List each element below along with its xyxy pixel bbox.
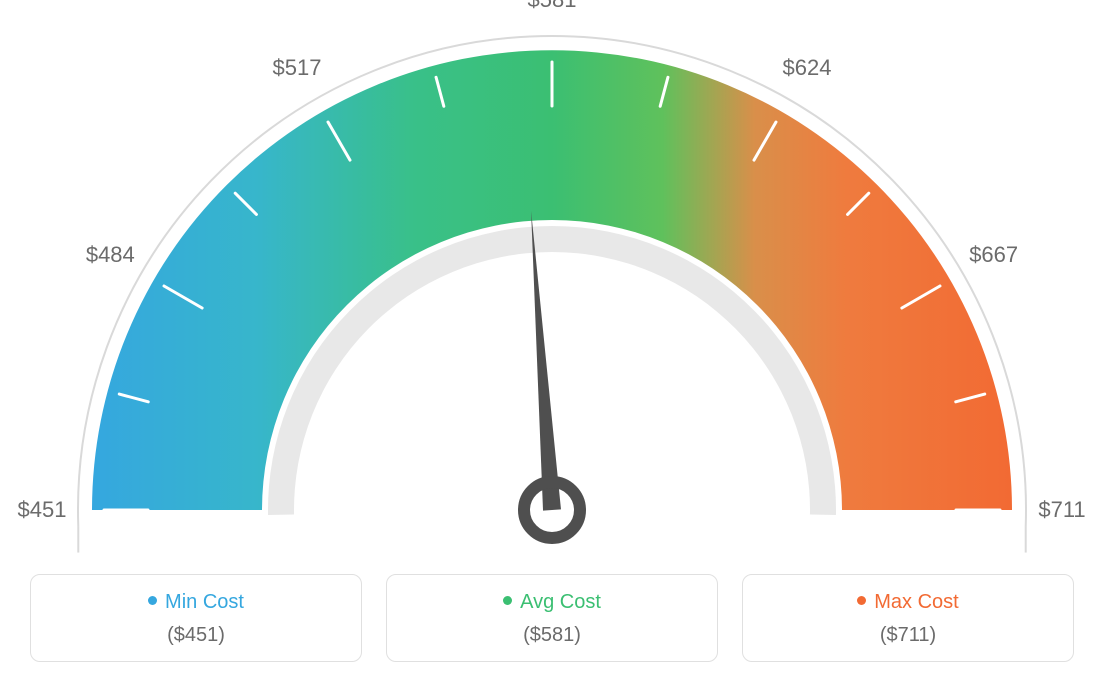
gauge-tick-label: $484 [86, 242, 135, 268]
gauge-area: $451 $484 $517 $581 $624 $667 $711 [0, 0, 1104, 560]
gauge-tick-label: $711 [1038, 497, 1085, 523]
gauge-tick-label: $624 [783, 55, 832, 81]
max-cost-card: Max Cost ($711) [742, 574, 1074, 662]
min-dot-icon [148, 596, 157, 605]
avg-dot-icon [503, 596, 512, 605]
gauge-tick-label: $517 [273, 55, 322, 81]
avg-cost-title: Avg Cost [387, 591, 717, 614]
avg-cost-label: Avg Cost [520, 591, 601, 613]
avg-cost-value: ($581) [387, 624, 717, 647]
min-cost-value: ($451) [31, 624, 361, 647]
min-cost-title: Min Cost [31, 591, 361, 614]
max-dot-icon [857, 596, 866, 605]
max-cost-label: Max Cost [874, 591, 958, 613]
max-cost-title: Max Cost [743, 591, 1073, 614]
gauge-tick-label: $581 [528, 0, 577, 13]
min-cost-card: Min Cost ($451) [30, 574, 362, 662]
gauge-tick-label: $451 [18, 497, 67, 523]
max-cost-value: ($711) [743, 624, 1073, 647]
cost-gauge-chart: $451 $484 $517 $581 $624 $667 $711 Min Cost ($… [0, 0, 1104, 690]
gauge-svg [0, 0, 1104, 560]
legend-cards: Min Cost ($451) Avg Cost ($581) Max Cost… [30, 574, 1074, 662]
min-cost-label: Min Cost [165, 591, 244, 613]
gauge-tick-label: $667 [969, 242, 1018, 268]
avg-cost-card: Avg Cost ($581) [386, 574, 718, 662]
